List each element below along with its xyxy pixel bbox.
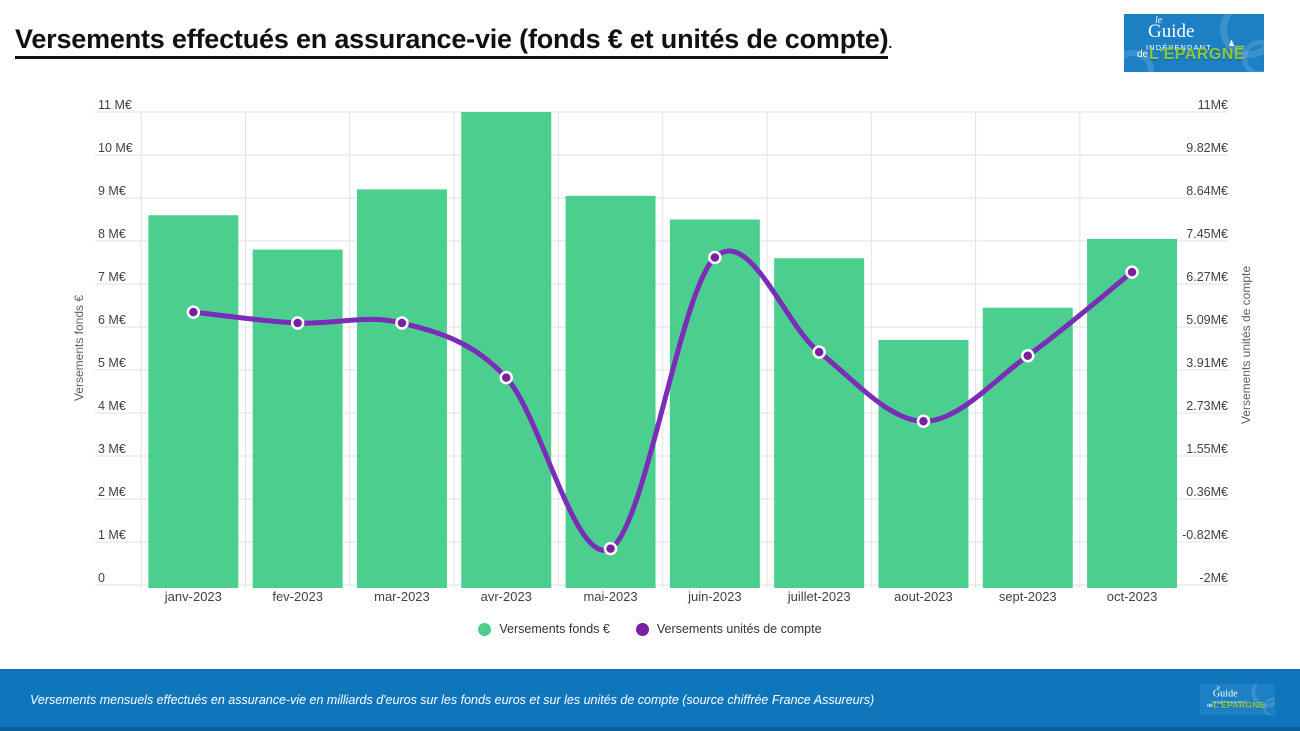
bar-mai-2023[interactable]: [565, 195, 656, 588]
logo-epargne: L'ÉPARGNE: [1213, 701, 1265, 711]
page-title: Versements effectués en assurance-vie (f…: [15, 24, 893, 59]
x-axis-label-aout-2023: aout-2023: [894, 589, 953, 604]
point-mar-2023[interactable]: [395, 316, 409, 330]
combo-chart: 11 M€ 11M€ 10 M€ 9.82M€ 9 M€ 8.64M€ 8 M€ 7.45M€…: [72, 98, 1253, 604]
chart-legend: Versements fonds € Versements unités de …: [0, 622, 1300, 636]
footer-bottom-edge: [0, 727, 1300, 731]
left-axis-tick: 10 M€: [98, 141, 133, 155]
x-axis-label-avr-2023: avr-2023: [481, 589, 532, 604]
x-axis-label-juin-2023: juin-2023: [687, 589, 742, 604]
logo-ring-decoration: [1242, 40, 1264, 72]
guide-epargne-logo-small: le Guide INDÉPENDANT de L'ÉPARGNE: [1200, 684, 1275, 716]
right-axis-tick: 6.27M€: [1186, 270, 1228, 284]
logo-independant: INDÉPENDANT: [1146, 43, 1212, 52]
point-fev-2023[interactable]: [290, 316, 305, 330]
bar-aout-2023[interactable]: [878, 339, 969, 588]
left-axis-tick: 3 M€: [98, 442, 126, 456]
x-axis-label-oct-2023: oct-2023: [1107, 589, 1158, 604]
logo-epargne: L'ÉPARGNE: [1149, 46, 1246, 63]
right-axis-tick: 9.82M€: [1186, 141, 1228, 155]
logo-guide: Guide: [1212, 687, 1238, 699]
right-axis-tick: 3.91M€: [1186, 356, 1228, 370]
x-axis-label-mar-2023: mar-2023: [374, 589, 430, 604]
x-axis-label-juillet-2023: juillet-2023: [787, 589, 851, 604]
logo-le: le: [1216, 684, 1221, 691]
bar-juillet-2023[interactable]: [774, 258, 865, 588]
right-axis-tick: -0.82M€: [1182, 528, 1228, 542]
left-axis-tick: 5 M€: [98, 356, 126, 370]
legend-swatch-unites-de-compte: [635, 622, 649, 636]
logo-independant: INDÉPENDANT: [1211, 699, 1248, 705]
point-sept-2023[interactable]: [1021, 349, 1035, 363]
page-title-period: .: [888, 35, 893, 51]
bar-oct-2023[interactable]: [1087, 238, 1178, 588]
logo-de: de: [1206, 702, 1213, 709]
left-axis-tick: 7 M€: [98, 270, 126, 284]
bar-juin-2023[interactable]: [669, 219, 760, 589]
right-axis-tick: 2.73M€: [1186, 399, 1228, 413]
logo-de: de: [1137, 49, 1149, 60]
bar-janv-2023[interactable]: [148, 215, 239, 588]
legend-swatch-fonds-euro: [478, 622, 492, 636]
point-juillet-2023[interactable]: [812, 345, 826, 359]
footer-caption: Versements mensuels effectués en assuran…: [30, 693, 875, 707]
footer-bar: Versements mensuels effectués en assuran…: [0, 669, 1300, 731]
left-axis-tick: 0: [98, 571, 105, 585]
x-axis-label-janv-2023: janv-2023: [164, 589, 222, 604]
logo-ring-decoration: [1263, 697, 1275, 716]
legend-item-fonds-euro[interactable]: Versements fonds €: [478, 622, 610, 636]
right-axis-tick: -2M€: [1200, 571, 1229, 585]
point-janv-2023[interactable]: [186, 305, 201, 319]
guide-epargne-logo: le Guide INDÉPENDANT ♟▂▂ de L'ÉPARGNE: [1124, 14, 1264, 72]
right-axis-tick: 1.55M€: [1186, 442, 1228, 456]
logo-le: le: [1155, 15, 1163, 26]
left-axis-tick: 11 M€: [98, 98, 132, 112]
legend-label-fonds-euro: Versements fonds €: [499, 622, 610, 636]
x-axis-label-sept-2023: sept-2023: [999, 589, 1057, 604]
left-axis-tick: 8 M€: [98, 227, 126, 241]
left-axis-tick: 2 M€: [98, 485, 126, 499]
left-axis-title: Versements fonds €: [72, 295, 86, 401]
logo-mini-mark: ♟▂▂: [1228, 39, 1245, 48]
logo-ring-decoration: [1124, 50, 1154, 72]
footer-logo-wrap: le Guide INDÉPENDANT de L'ÉPARGNE: [1200, 684, 1275, 716]
legend-item-unites-de-compte[interactable]: Versements unités de compte: [635, 622, 822, 636]
right-axis-tick: 0.36M€: [1186, 485, 1228, 499]
point-mai-2023[interactable]: [603, 541, 618, 556]
left-axis-tick: 6 M€: [98, 313, 126, 327]
right-axis-title: Versements unités de compte: [1239, 266, 1253, 424]
left-axis-tick: 1 M€: [98, 528, 126, 542]
page-title-text: Versements effectués en assurance-vie (f…: [15, 24, 889, 59]
logo-guide: Guide: [1148, 21, 1195, 42]
right-axis-tick: 5.09M€: [1186, 313, 1228, 327]
bar-fev-2023[interactable]: [252, 249, 343, 588]
legend-label-unites-de-compte: Versements unités de compte: [656, 622, 822, 636]
left-axis-tick: 9 M€: [98, 184, 126, 198]
point-juin-2023[interactable]: [708, 250, 722, 265]
x-axis-label-mai-2023: mai-2023: [583, 589, 637, 604]
left-axis-tick: 4 M€: [98, 399, 126, 413]
point-aout-2023[interactable]: [916, 414, 931, 429]
right-axis-tick: 8.64M€: [1186, 184, 1228, 198]
point-oct-2023[interactable]: [1125, 265, 1139, 279]
right-axis-tick: 11M€: [1198, 98, 1228, 112]
bar-mar-2023[interactable]: [356, 189, 447, 588]
right-axis-tick: 7.45M€: [1186, 227, 1228, 241]
x-axis-label-fev-2023: fev-2023: [272, 589, 323, 604]
line-unites-de-compte: [190, 248, 1135, 553]
point-avr-2023[interactable]: [499, 370, 513, 385]
